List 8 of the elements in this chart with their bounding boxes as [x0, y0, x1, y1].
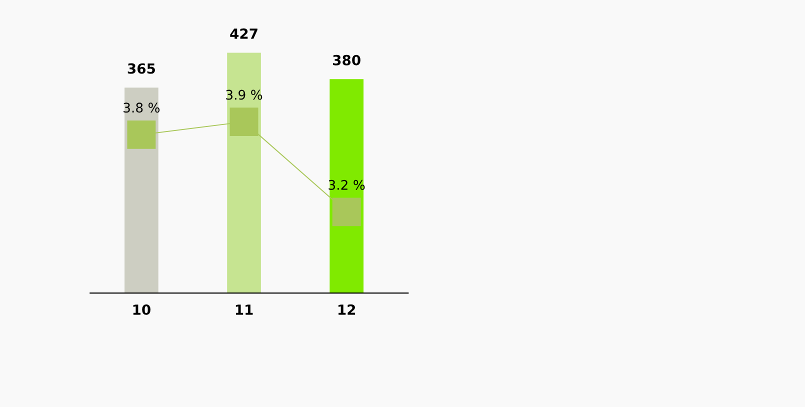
data-label: 380 — [333, 54, 360, 66]
x-tick-label: 11 — [236, 304, 253, 315]
x-tick-label: 10 — [133, 304, 150, 315]
data-label: 3.8 % — [124, 102, 160, 113]
data-label: 3.9 % — [226, 90, 262, 100]
x-tick-label: 12 — [338, 304, 356, 315]
data-label: 427 — [230, 28, 258, 39]
data-label: 365 — [128, 63, 155, 74]
